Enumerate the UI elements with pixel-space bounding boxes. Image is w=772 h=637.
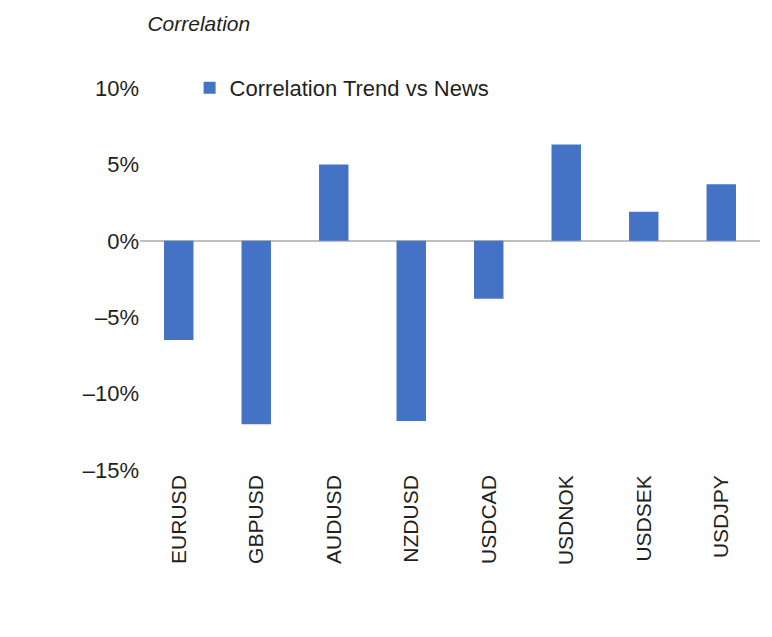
svg-text:GBPUSD: GBPUSD — [244, 475, 267, 564]
svg-text:USDCAD: USDCAD — [477, 475, 500, 564]
svg-text:10%: 10% — [95, 76, 139, 101]
svg-text:–5%: –5% — [95, 305, 139, 330]
svg-text:USDNOK: USDNOK — [554, 475, 577, 565]
svg-text:Correlation: Correlation — [147, 12, 250, 35]
svg-text:–10%: –10% — [83, 381, 139, 406]
svg-text:NZDUSD: NZDUSD — [399, 475, 422, 563]
svg-text:USDJPY: USDJPY — [709, 475, 732, 558]
svg-text:0%: 0% — [107, 229, 139, 254]
svg-text:5%: 5% — [107, 152, 139, 177]
svg-text:AUDUSD: AUDUSD — [322, 475, 345, 564]
svg-text:–15%: –15% — [83, 458, 139, 483]
svg-text:Correlation Trend vs News: Correlation Trend vs News — [230, 76, 489, 101]
svg-text:USDSEK: USDSEK — [632, 475, 655, 561]
svg-text:EURUSD: EURUSD — [167, 475, 190, 564]
